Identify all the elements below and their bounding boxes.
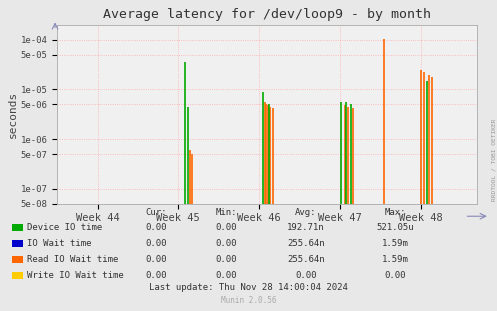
Text: 521.05u: 521.05u xyxy=(376,223,414,232)
Text: Min:: Min: xyxy=(215,207,237,216)
Text: Max:: Max: xyxy=(384,207,406,216)
Text: 192.71n: 192.71n xyxy=(287,223,325,232)
Text: Avg:: Avg: xyxy=(295,207,317,216)
Text: 0.00: 0.00 xyxy=(295,272,317,280)
Text: Munin 2.0.56: Munin 2.0.56 xyxy=(221,296,276,305)
Text: 0.00: 0.00 xyxy=(146,272,167,280)
Text: RRDTOOL / TOBI OETIKER: RRDTOOL / TOBI OETIKER xyxy=(491,118,496,201)
Text: 255.64n: 255.64n xyxy=(287,255,325,264)
Text: IO Wait time: IO Wait time xyxy=(27,239,91,248)
Text: 0.00: 0.00 xyxy=(215,239,237,248)
Text: 1.59m: 1.59m xyxy=(382,239,409,248)
Text: 1.59m: 1.59m xyxy=(382,255,409,264)
Title: Average latency for /dev/loop9 - by month: Average latency for /dev/loop9 - by mont… xyxy=(103,8,431,21)
Text: 0.00: 0.00 xyxy=(215,223,237,232)
Text: 0.00: 0.00 xyxy=(215,255,237,264)
Text: 255.64n: 255.64n xyxy=(287,239,325,248)
Text: Write IO Wait time: Write IO Wait time xyxy=(27,272,124,280)
Text: Cur:: Cur: xyxy=(146,207,167,216)
Text: 0.00: 0.00 xyxy=(146,223,167,232)
Text: Read IO Wait time: Read IO Wait time xyxy=(27,255,118,264)
Y-axis label: seconds: seconds xyxy=(8,91,18,138)
Text: 0.00: 0.00 xyxy=(384,272,406,280)
Text: Device IO time: Device IO time xyxy=(27,223,102,232)
Text: Last update: Thu Nov 28 14:00:04 2024: Last update: Thu Nov 28 14:00:04 2024 xyxy=(149,283,348,292)
Text: 0.00: 0.00 xyxy=(146,239,167,248)
Text: 0.00: 0.00 xyxy=(215,272,237,280)
Text: 0.00: 0.00 xyxy=(146,255,167,264)
